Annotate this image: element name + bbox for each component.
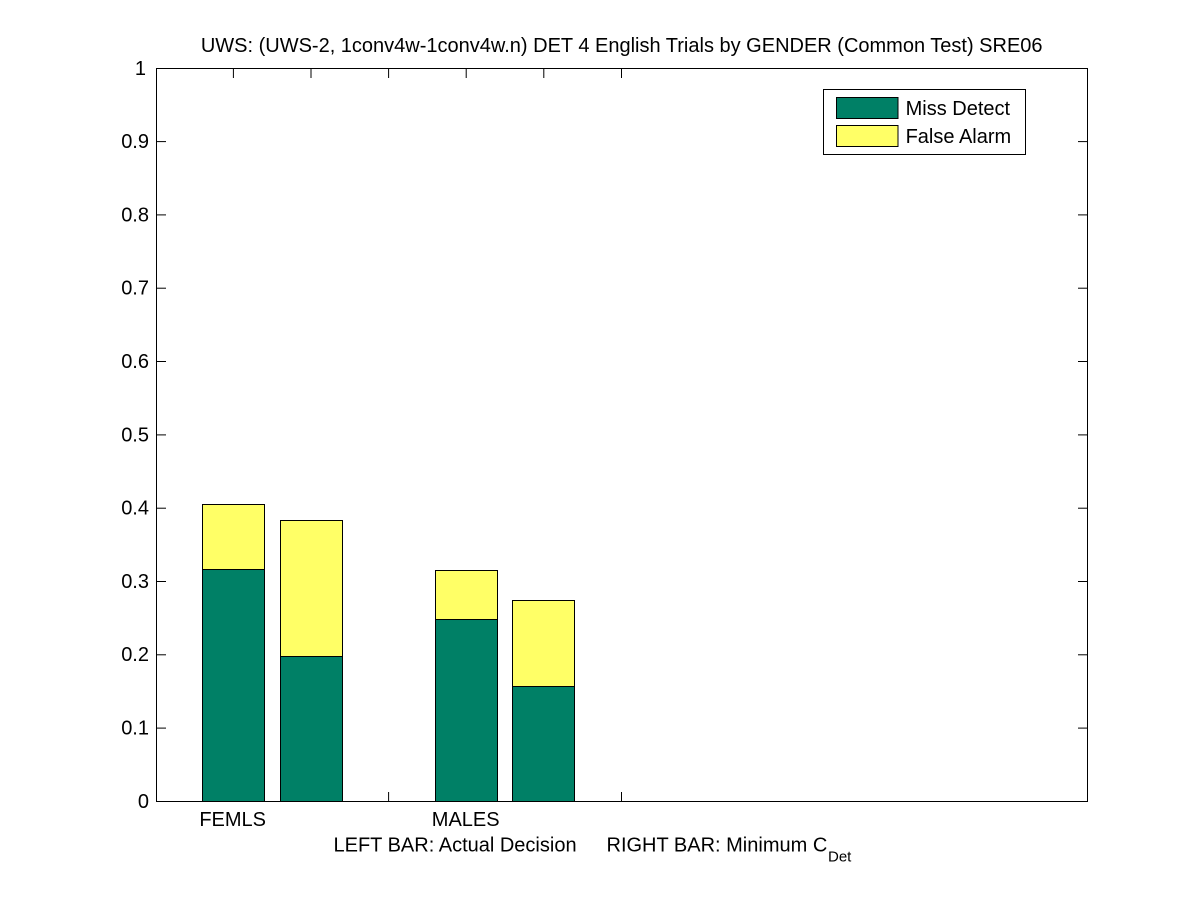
svg-text:0.2: 0.2 bbox=[121, 644, 149, 666]
svg-text:0.7: 0.7 bbox=[121, 278, 149, 300]
svg-text:0.8: 0.8 bbox=[121, 204, 149, 226]
svg-text:UWS: (UWS-2, 1conv4w-1conv4w.n: UWS: (UWS-2, 1conv4w-1conv4w.n) DET 4 En… bbox=[201, 35, 1043, 57]
svg-text:1: 1 bbox=[135, 58, 146, 80]
svg-text:RIGHT BAR: Minimum C: RIGHT BAR: Minimum C bbox=[607, 835, 828, 857]
svg-text:Miss Detect: Miss Detect bbox=[906, 98, 1011, 120]
svg-text:LEFT BAR: Actual Decision: LEFT BAR: Actual Decision bbox=[334, 835, 577, 857]
svg-text:MALES: MALES bbox=[432, 809, 500, 831]
svg-text:False Alarm: False Alarm bbox=[906, 126, 1012, 148]
svg-text:0.4: 0.4 bbox=[121, 498, 149, 520]
svg-text:FEMLS: FEMLS bbox=[199, 809, 266, 831]
svg-text:0.9: 0.9 bbox=[121, 131, 149, 153]
svg-text:0.5: 0.5 bbox=[121, 424, 149, 446]
svg-text:0.6: 0.6 bbox=[121, 351, 149, 373]
svg-text:Det: Det bbox=[828, 849, 852, 866]
svg-text:0: 0 bbox=[138, 791, 149, 813]
svg-text:0.1: 0.1 bbox=[121, 718, 149, 740]
svg-text:0.3: 0.3 bbox=[121, 571, 149, 593]
